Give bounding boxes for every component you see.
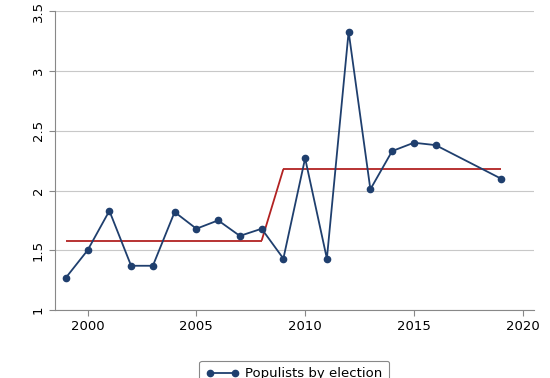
Populists by election — [215, 218, 222, 223]
Populists by election — [280, 256, 287, 261]
Populists by election — [63, 276, 69, 280]
Populists by election — [323, 256, 330, 261]
Line: Populists by election: Populists by election — [63, 28, 504, 281]
Populists by election — [367, 187, 373, 192]
Populists by election — [498, 176, 504, 181]
Populists by election — [389, 149, 395, 153]
Populists by election — [432, 143, 439, 147]
Populists by election — [150, 263, 156, 268]
Populists by election — [172, 210, 178, 214]
Populists by election — [410, 141, 417, 145]
Populists by election — [193, 226, 200, 231]
Populists by election — [236, 234, 243, 238]
Populists by election — [258, 226, 265, 231]
Legend: Populists by election: Populists by election — [199, 361, 389, 378]
Populists by election — [345, 29, 352, 34]
Populists by election — [302, 156, 309, 161]
Populists by election — [128, 263, 134, 268]
Populists by election — [106, 209, 113, 213]
Populists by election — [84, 248, 91, 253]
